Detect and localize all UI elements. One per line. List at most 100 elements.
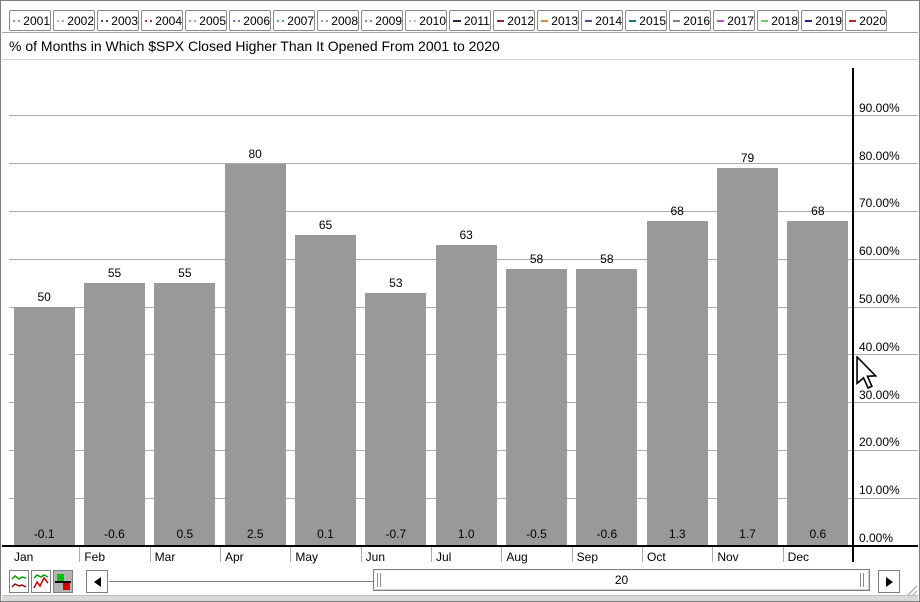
- bar-change-label: 0.1: [317, 527, 334, 541]
- y-axis-label: 50.00%: [859, 292, 900, 306]
- legend-year-label: 2018: [771, 13, 798, 28]
- y-axis-label: 30.00%: [859, 387, 900, 402]
- legend-year-button[interactable]: 2016: [669, 10, 711, 31]
- legend-year-button[interactable]: 2001: [9, 10, 51, 31]
- scroll-right-button[interactable]: [878, 570, 900, 593]
- bar-value-label: 68: [811, 203, 825, 218]
- bar-change-label: -0.7: [385, 527, 407, 541]
- legend-year-label: 2010: [419, 13, 446, 28]
- left-triangle-icon: [93, 576, 101, 587]
- x-axis-label: Sep: [576, 550, 599, 564]
- legend-year-button[interactable]: 2015: [625, 10, 667, 31]
- legend-year-label: 2004: [155, 13, 182, 28]
- bar-value-label: 79: [740, 151, 755, 166]
- legend-year-button[interactable]: 2003: [97, 10, 139, 31]
- right-triangle-icon: [885, 576, 893, 587]
- legend-year-button[interactable]: 2018: [757, 10, 799, 31]
- x-axis-label: Dec: [787, 550, 809, 564]
- legend-year-button[interactable]: 2006: [229, 10, 271, 31]
- y-axis-label: 0.00%: [859, 531, 894, 545]
- scrollbar-value: 20: [614, 573, 629, 587]
- x-axis-label: Jul: [436, 550, 452, 564]
- legend-year-button[interactable]: 2011: [449, 10, 491, 31]
- x-axis-tick: [149, 547, 151, 562]
- legend-year-button[interactable]: 2020: [845, 10, 887, 31]
- gridline: [9, 163, 918, 165]
- legend-year-label: 2005: [199, 13, 226, 28]
- legend-year-button[interactable]: 2007: [273, 10, 315, 31]
- bar-change-label: -0.1: [33, 527, 55, 541]
- scrollbar-track[interactable]: [109, 581, 373, 582]
- line-marker-icon: [321, 19, 329, 22]
- bar-change-label: 1.3: [668, 527, 686, 541]
- bar-value-label: 58: [600, 251, 614, 266]
- x-axis-label: Aug: [506, 550, 528, 564]
- x-axis-tick: [360, 547, 362, 562]
- scroll-left-button[interactable]: [86, 570, 108, 593]
- scrollbar-thumb[interactable]: 20: [373, 569, 870, 591]
- legend-year-button[interactable]: 2004: [141, 10, 183, 31]
- bar-value-label: 50: [37, 290, 51, 304]
- legend-year-label: 2012: [507, 13, 534, 28]
- bar-value-label: 58: [529, 251, 544, 266]
- line-marker-icon: [233, 19, 241, 22]
- legend-year-button[interactable]: 2008: [317, 10, 359, 31]
- x-axis-tick: [782, 547, 784, 562]
- chart-title: % of Months in Which $SPX Closed Higher …: [9, 38, 500, 54]
- legend-separator: [2, 32, 918, 33]
- legend-year-button[interactable]: 2017: [713, 10, 755, 31]
- legend-year-label: 2015: [639, 13, 666, 28]
- legend-year-button[interactable]: 2014: [581, 10, 623, 31]
- bar: [716, 168, 779, 546]
- bar-change-label: -0.6: [596, 527, 618, 541]
- line-chart-icon[interactable]: [9, 570, 29, 593]
- x-axis-label: Apr: [225, 550, 244, 564]
- legend-year-label: 2003: [111, 13, 138, 28]
- legend-year-label: 2011: [464, 13, 490, 28]
- bar-change-label: 1.0: [457, 527, 475, 541]
- y-axis-label: 90.00%: [859, 100, 900, 115]
- y-axis-label: 70.00%: [859, 196, 900, 211]
- y-axis-label: 60.00%: [859, 244, 900, 259]
- zigzag-chart-icon[interactable]: [31, 570, 51, 593]
- legend-year-label: 2009: [375, 13, 402, 28]
- x-axis-label: Jan: [14, 550, 34, 564]
- x-axis-label: Feb: [84, 550, 106, 564]
- x-axis-label: Mar: [154, 550, 176, 564]
- bar-change-label: 2.5: [246, 527, 264, 541]
- legend-year-button[interactable]: 2013: [537, 10, 579, 31]
- legend-year-label: 2007: [287, 13, 314, 28]
- legend-year-button[interactable]: 2019: [801, 10, 843, 31]
- y-axis: [852, 68, 854, 562]
- bar: [505, 268, 568, 546]
- histogram-icon[interactable]: [53, 570, 73, 593]
- gridline: [9, 115, 918, 117]
- x-axis-tick: [571, 547, 573, 562]
- legend-year-label: 2013: [551, 13, 578, 28]
- x-axis: [2, 545, 918, 547]
- legend-year-button[interactable]: 2005: [185, 10, 227, 31]
- bar-value-label: 65: [318, 218, 333, 233]
- y-axis-label: 10.00%: [859, 483, 900, 498]
- legend-year-button[interactable]: 2012: [493, 10, 535, 31]
- bar-change-label: 0.6: [809, 527, 827, 541]
- legend-year-button[interactable]: 2002: [53, 10, 95, 31]
- bar-value-label: 53: [389, 275, 403, 290]
- bar-change-label: 0.5: [176, 527, 194, 541]
- legend-year-button[interactable]: 2009: [361, 10, 403, 31]
- x-axis-tick: [431, 547, 432, 562]
- x-axis-tick: [712, 547, 714, 562]
- line-marker-icon: [189, 19, 197, 22]
- bar: [646, 220, 708, 546]
- legend-year-button[interactable]: 2010: [405, 10, 447, 31]
- line-marker-icon: [541, 19, 549, 22]
- y-axis-label: 80.00%: [859, 148, 900, 163]
- legend-year-label: 2002: [67, 13, 94, 28]
- mouse-cursor: [856, 356, 877, 390]
- line-marker-icon: [673, 19, 681, 22]
- x-axis-tick: [79, 547, 81, 562]
- bar-value-label: 55: [107, 266, 122, 281]
- line-marker-icon: [629, 19, 637, 22]
- title-separator: [2, 59, 918, 60]
